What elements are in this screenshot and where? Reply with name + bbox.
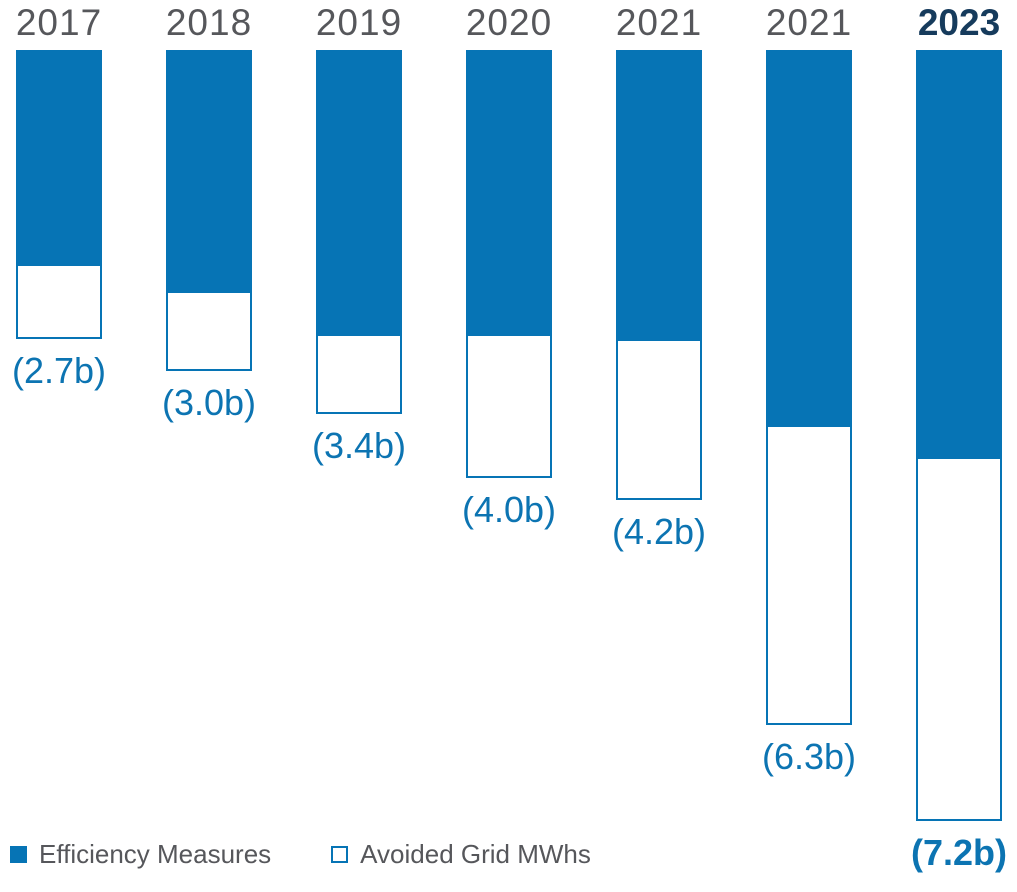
efficiency-measures-segment [916, 50, 1002, 457]
filled-square-swatch-icon [10, 845, 27, 863]
total-label-highlighted: (7.2b) [910, 832, 1007, 873]
stacked-bar [316, 50, 402, 414]
avoided-grid-mwhs-segment [166, 291, 252, 371]
total-label: (2.7b) [11, 350, 107, 391]
year-label: 2021 [615, 2, 703, 43]
stacked-bar [916, 50, 1002, 821]
efficiency-measures-segment [16, 50, 102, 264]
bar-column-3: 2020 (4.0b) [462, 0, 556, 530]
total-label: (4.2b) [611, 511, 707, 552]
total-label: (3.4b) [311, 425, 407, 466]
year-label: 2021 [765, 2, 853, 43]
legend-label: Avoided Grid MWhs [360, 838, 591, 869]
year-label: 2019 [315, 2, 403, 43]
efficiency-measures-segment [166, 50, 252, 291]
stacked-bar [766, 50, 852, 725]
avoided-grid-mwhs-segment [616, 339, 702, 500]
year-label-highlighted: 2023 [917, 2, 1001, 43]
bar-column-4: 2021 (4.2b) [612, 0, 706, 552]
efficiency-measures-segment [316, 50, 402, 334]
outline-square-swatch-icon [331, 845, 349, 863]
year-label: 2018 [165, 2, 253, 43]
total-label: (3.0b) [161, 382, 257, 423]
stacked-bar [166, 50, 252, 371]
stacked-bar [466, 50, 552, 478]
efficiency-measures-segment [466, 50, 552, 334]
bar-column-5: 2021 (6.3b) [762, 0, 856, 777]
avoided-grid-mwhs-segment [466, 334, 552, 478]
efficiency-measures-segment [616, 50, 702, 339]
bar-column-6: 2023 (7.2b) [911, 0, 1007, 873]
total-label: (6.3b) [761, 736, 857, 777]
total-label: (4.0b) [461, 489, 557, 530]
avoided-grid-mwhs-segment [766, 425, 852, 725]
year-label: 2017 [15, 2, 103, 43]
avoided-grid-mwhs-segment [916, 457, 1002, 821]
avoided-grid-mwhs-segment [316, 334, 402, 414]
efficiency-measures-segment [766, 50, 852, 425]
bar-column-0: 2017 (2.7b) [12, 0, 106, 391]
legend-item-avoided-grid-mwhs: Avoided Grid MWhs [331, 839, 591, 870]
avoided-grid-mwhs-segment [16, 264, 102, 339]
legend-item-efficiency-measures: Efficiency Measures [10, 839, 271, 870]
stacked-bar [616, 50, 702, 500]
year-label: 2020 [465, 2, 553, 43]
bar-column-2: 2019 (3.4b) [312, 0, 406, 466]
legend: Efficiency Measures Avoided Grid MWhs [10, 839, 591, 870]
bar-column-1: 2018 (3.0b) [162, 0, 256, 423]
stacked-bar [16, 50, 102, 339]
legend-label: Efficiency Measures [39, 838, 272, 869]
